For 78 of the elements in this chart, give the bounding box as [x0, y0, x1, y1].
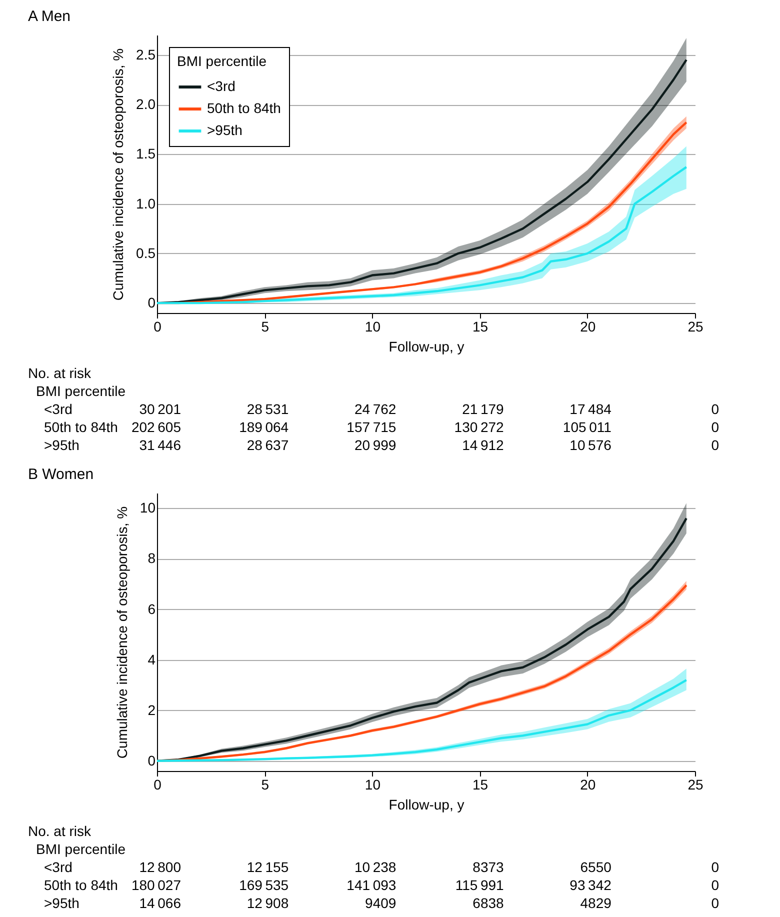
text: 0 — [711, 437, 719, 453]
legend-title: BMI percentile — [177, 53, 267, 69]
text: 12 800 — [139, 859, 181, 875]
text: 12 908 — [246, 895, 289, 911]
text: 157 715 — [346, 419, 396, 435]
text: 6550 — [580, 859, 612, 875]
text: 130 272 — [454, 419, 504, 435]
text: 93 342 — [570, 877, 612, 893]
x-tick-label: 5 — [261, 776, 270, 792]
text: 17 484 — [570, 401, 612, 417]
x-tick-label: 15 — [472, 318, 488, 334]
text: 14 066 — [139, 895, 181, 911]
text: 12 155 — [246, 859, 289, 875]
text: 50th to 84th — [44, 877, 118, 893]
x-tick-label: 5 — [261, 318, 270, 334]
text: 8373 — [472, 859, 504, 875]
text: 169 535 — [239, 877, 289, 893]
text: <3rd — [44, 859, 72, 875]
y-axis-title: Cumulative incidence of osteoporosis, % — [110, 48, 126, 301]
text: 10 576 — [570, 437, 612, 453]
text: No. at risk — [28, 365, 92, 381]
y-axis-title: Cumulative incidence of osteoporosis, % — [114, 506, 130, 759]
text: 105 011 — [562, 419, 612, 435]
legend-label: 50th to 84th — [207, 100, 281, 116]
x-tick-label: 15 — [472, 776, 488, 792]
text: 189 064 — [239, 419, 289, 435]
x-tick-label: 25 — [688, 776, 704, 792]
text: 0 — [711, 419, 719, 435]
text: <3rd — [44, 401, 72, 417]
text: 0 — [711, 877, 719, 893]
legend-label: >95th — [207, 122, 242, 138]
text: 28 637 — [246, 437, 289, 453]
text: 115 991 — [455, 877, 504, 893]
text: 14 912 — [462, 437, 504, 453]
text: 9409 — [365, 895, 396, 911]
y-tick-label: 0 — [148, 294, 156, 311]
text: 6838 — [472, 895, 504, 911]
chart-title: B Women — [28, 466, 94, 483]
x-tick-label: 20 — [580, 318, 596, 334]
text: 28 531 — [246, 401, 289, 417]
x-tick-label: 10 — [364, 776, 381, 792]
text: >95th — [44, 437, 80, 453]
text: 20 999 — [354, 437, 396, 453]
y-tick-label: 0.5 — [136, 244, 156, 261]
x-axis-title: Follow-up, y — [388, 338, 464, 354]
text: >95th — [44, 895, 80, 911]
text: 4829 — [580, 895, 612, 911]
text: 141 093 — [346, 877, 396, 893]
text: No. at risk — [28, 823, 92, 839]
y-tick-label: 6 — [148, 600, 156, 617]
y-tick-label: 4 — [148, 651, 156, 668]
text: 0 — [711, 401, 719, 417]
text: 50th to 84th — [44, 419, 118, 435]
y-tick-label: 1.5 — [136, 146, 156, 162]
x-tick-label: 10 — [364, 318, 381, 334]
y-tick-label: 2.5 — [136, 46, 156, 62]
text: 31 446 — [139, 437, 181, 453]
y-tick-label: 0 — [148, 752, 156, 768]
text: 202 605 — [131, 419, 181, 435]
x-axis-title: Follow-up, y — [388, 796, 464, 812]
x-tick-label: 20 — [580, 776, 596, 792]
y-tick-label: 10 — [140, 500, 156, 516]
legend-label: <3rd — [207, 78, 236, 94]
text: 0 — [711, 859, 719, 875]
y-tick-label: 2 — [148, 702, 156, 718]
text: BMI percentile — [36, 383, 126, 399]
y-tick-label: 8 — [148, 550, 156, 566]
text: 10 238 — [354, 859, 396, 875]
text: 180 027 — [131, 877, 181, 893]
text: 24 762 — [354, 401, 396, 417]
x-tick-label: 25 — [688, 318, 704, 334]
chart-title: A Men — [28, 8, 71, 25]
text: 0 — [711, 895, 719, 911]
text: BMI percentile — [36, 841, 126, 857]
text: 30 201 — [139, 401, 181, 417]
y-tick-label: 2.0 — [136, 96, 156, 112]
text: 21 179 — [462, 401, 504, 417]
y-tick-label: 1.0 — [136, 195, 156, 212]
